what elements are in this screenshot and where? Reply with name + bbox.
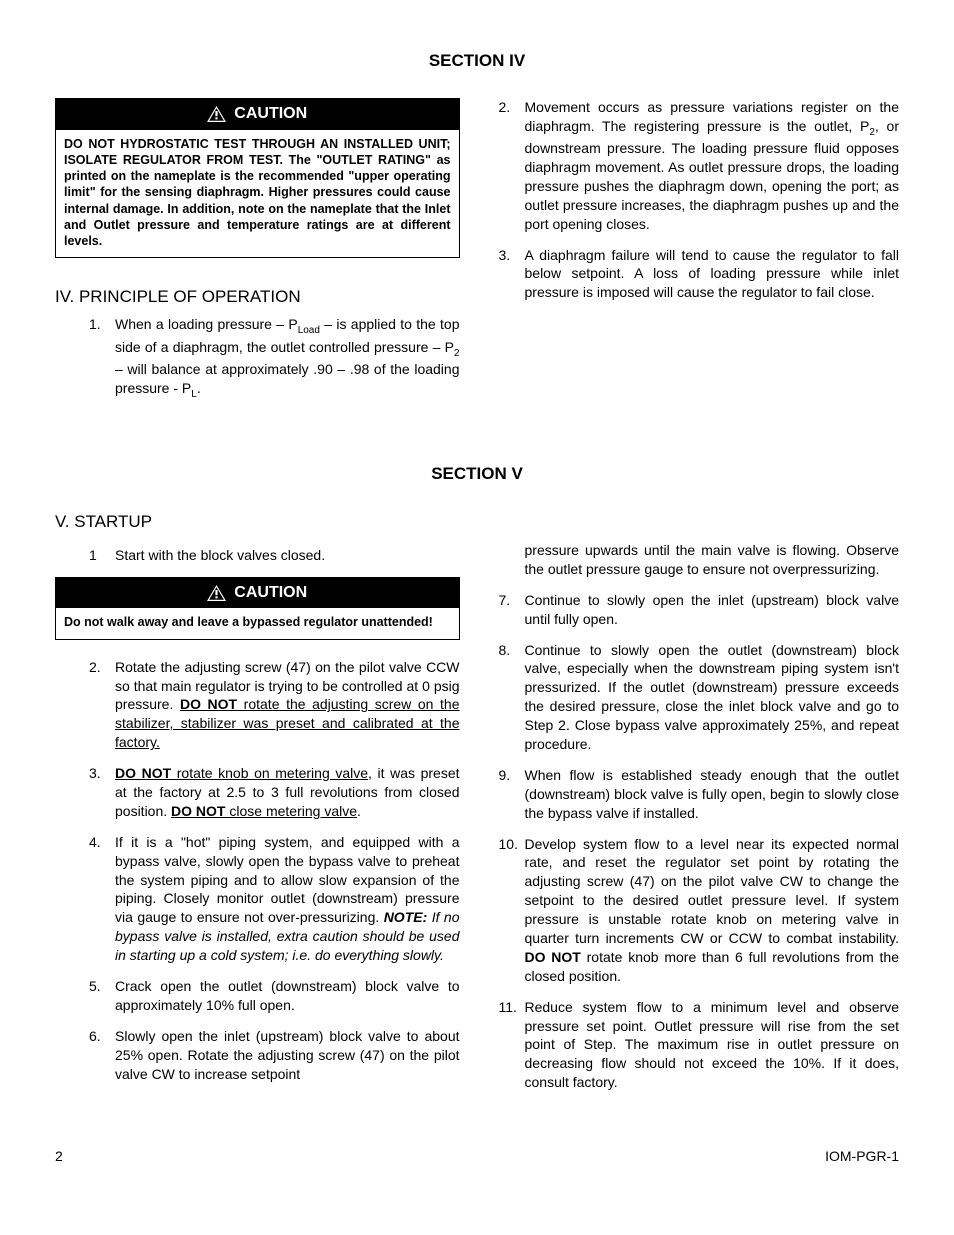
caution-box-2: CAUTION Do not walk away and leave a byp… [55,577,460,640]
item-text: Reduce system flow to a minimum level an… [525,998,900,1092]
item-text: DO NOT rotate knob on metering valve, it… [115,764,460,821]
list-item: 10. Develop system flow to a level near … [495,835,900,986]
item-number: 3. [495,246,525,303]
section5-list-intro: 1 Start with the block valves closed. [55,546,460,565]
list-item: 8. Continue to slowly open the outlet (d… [495,641,900,754]
section5-list-left: 2. Rotate the adjusting screw (47) on th… [55,658,460,1084]
list-item: 5. Crack open the outlet (downstream) bl… [85,977,460,1015]
warning-icon [207,585,226,601]
section5-col-left: V. STARTUP 1 Start with the block valves… [55,511,460,1092]
caution-body: DO NOT HYDROSTATIC TEST THROUGH AN INSTA… [56,130,459,258]
list-item: 4. If it is a "hot" piping system, and e… [85,833,460,965]
list-item: 1 Start with the block valves closed. [85,546,460,565]
caution-label: CAUTION [234,103,307,125]
item-number: 2. [85,658,115,752]
list-item: 7. Continue to slowly open the inlet (up… [495,591,900,629]
item-number: 7. [495,591,525,629]
item-text: Crack open the outlet (downstream) block… [115,977,460,1015]
item-number: 9. [495,766,525,823]
footer: 2 IOM-PGR-1 [55,1147,899,1166]
section-title: SECTION IV [55,50,899,73]
section-title: SECTION V [55,463,899,486]
list-item: 11. Reduce system flow to a minimum leve… [495,998,900,1092]
section5-heading: V. STARTUP [55,511,460,534]
list-item: 3. A diaphragm failure will tend to caus… [495,246,900,303]
item-number: 1 [85,546,115,565]
section4-col-right: 2. Movement occurs as pressure variation… [495,98,900,413]
section4-col-left: CAUTION DO NOT HYDROSTATIC TEST THROUGH … [55,98,460,413]
item-number: 2. [495,98,525,234]
warning-icon [207,106,226,122]
section5-list-right: pressure upwards until the main valve is… [495,541,900,1092]
list-item: 1. When a loading pressure – PLoad – is … [85,315,460,401]
item-number: 3. [85,764,115,821]
list-item: 9. When flow is established steady enoug… [495,766,900,823]
section4-columns: CAUTION DO NOT HYDROSTATIC TEST THROUGH … [55,98,899,413]
doc-id: IOM-PGR-1 [825,1147,899,1166]
item-text: pressure upwards until the main valve is… [525,541,900,579]
list-item: 6. Slowly open the inlet (upstream) bloc… [85,1027,460,1084]
item-text: Start with the block valves closed. [115,546,460,565]
item-number: 1. [85,315,115,401]
caution-header: CAUTION [56,99,459,130]
item-number: 5. [85,977,115,1015]
item-number: 6. [85,1027,115,1084]
section5-col-right: pressure upwards until the main valve is… [495,511,900,1092]
item-text: When flow is established steady enough t… [525,766,900,823]
item-text: Continue to slowly open the inlet (upstr… [525,591,900,629]
list-item: 2. Rotate the adjusting screw (47) on th… [85,658,460,752]
item-number: 4. [85,833,115,965]
section4-heading: IV. PRINCIPLE OF OPERATION [55,286,460,309]
section4-list-left: 1. When a loading pressure – PLoad – is … [55,315,460,401]
section5-columns: V. STARTUP 1 Start with the block valves… [55,511,899,1092]
item-text: If it is a "hot" piping system, and equi… [115,833,460,965]
item-number: 10. [495,835,525,986]
item-text: Slowly open the inlet (upstream) block v… [115,1027,460,1084]
list-item: 3. DO NOT rotate knob on metering valve,… [85,764,460,821]
item-text: Develop system flow to a level near its … [525,835,900,986]
caution-label: CAUTION [234,582,307,604]
item-text: A diaphragm failure will tend to cause t… [525,246,900,303]
list-item: pressure upwards until the main valve is… [525,541,900,579]
caution-header: CAUTION [56,578,459,609]
item-text: Rotate the adjusting screw (47) on the p… [115,658,460,752]
page-number: 2 [55,1147,63,1166]
item-text: When a loading pressure – PLoad – is app… [115,315,460,401]
caution-body: Do not walk away and leave a bypassed re… [56,608,459,638]
item-number: 11. [495,998,525,1092]
list-item: 2. Movement occurs as pressure variation… [495,98,900,234]
caution-box-1: CAUTION DO NOT HYDROSTATIC TEST THROUGH … [55,98,460,258]
item-text: Movement occurs as pressure variations r… [525,98,900,234]
item-text: Continue to slowly open the outlet (down… [525,641,900,754]
item-number: 8. [495,641,525,754]
